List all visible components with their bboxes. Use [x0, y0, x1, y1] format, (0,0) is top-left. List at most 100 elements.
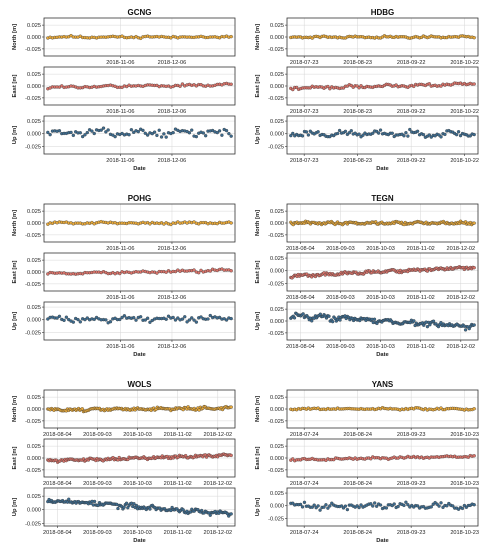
y-tick-label: -0.025	[25, 521, 41, 527]
panel-up: 0.025 0.000 -0.025 2018-11-06 2018-12-06 Up […	[12, 301, 236, 350]
y-tick-label: 0.025	[27, 23, 41, 29]
panel-frame	[286, 252, 479, 292]
y-tick-label: 0.000	[270, 319, 284, 325]
data-point	[373, 501, 377, 505]
panel-north: 0.025 0.000 -0.025 2018-11-06 2018-12-06 Nort…	[12, 17, 236, 66]
data-point	[310, 319, 314, 323]
data-point	[443, 132, 447, 137]
data-point	[118, 271, 122, 276]
x-tick-label: 2018-10-23	[450, 432, 479, 438]
x-tick-label: 2018-10-23	[450, 530, 479, 536]
y-axis-title: Up [m]	[255, 126, 261, 144]
data-point	[208, 269, 212, 273]
y-tick-label: 0.000	[27, 84, 41, 90]
panel-frame	[43, 17, 236, 57]
data-point	[148, 320, 152, 324]
data-point	[92, 131, 96, 136]
data-point	[472, 266, 476, 270]
x-tick-label: 2018-11-02	[164, 432, 192, 438]
data-point	[306, 133, 311, 137]
x-tick-label: 2018-11-02	[407, 295, 435, 301]
panel-up: 0.025 0.000 -0.025 2018-07-23 2018-08-23 2018…	[255, 115, 479, 164]
data-point	[472, 132, 476, 137]
panel-north: 0.025 0.000 -0.025 2018-07-23 2018-08-23 2018…	[255, 17, 479, 66]
y-tick-label: -0.025	[25, 96, 41, 102]
data-point	[171, 130, 175, 135]
data-point	[180, 317, 185, 321]
data-point	[217, 129, 222, 133]
data-point	[122, 314, 127, 318]
x-tick-label: 2018-12-06	[158, 158, 187, 164]
y-tick-label: -0.025	[268, 281, 284, 287]
data-point	[330, 319, 335, 324]
data-point	[472, 82, 476, 86]
y-tick-label: 0.000	[270, 407, 284, 413]
data-point	[190, 128, 194, 132]
y-tick-label: 0.000	[270, 35, 284, 41]
data-point	[199, 315, 203, 319]
data-point	[472, 503, 476, 507]
panel-east: 0.025 0.000 -0.025 2018-11-06 2018-12-06 East…	[12, 252, 236, 301]
x-tick-label: 2018-08-23	[343, 158, 372, 164]
x-tick-label: 2018-08-04	[43, 481, 72, 487]
data-point	[406, 134, 410, 138]
data-point	[208, 313, 212, 318]
y-tick-label: 0.025	[270, 307, 284, 313]
data-point	[456, 130, 461, 134]
y-tick-label: 0.000	[270, 456, 284, 462]
y-axis-title: North [m]	[255, 396, 261, 422]
data-point	[337, 128, 342, 133]
data-point	[201, 131, 206, 135]
data-point	[347, 131, 352, 135]
x-tick-label: 2018-09-03	[326, 344, 355, 350]
data-point	[76, 317, 80, 322]
data-point	[229, 269, 233, 273]
data-point	[203, 134, 208, 138]
x-tick-label: 2018-10-03	[366, 246, 395, 252]
y-tick-label: -0.025	[268, 233, 284, 239]
y-axis-title: East [m]	[255, 74, 261, 97]
chart-title: GCNG	[128, 8, 152, 17]
data-point	[431, 319, 436, 323]
data-point	[178, 84, 182, 88]
data-point	[472, 454, 476, 458]
panel-east: 0.025 0.000 -0.025 2018-08-04 2018-09-03 2018…	[255, 252, 479, 301]
y-tick-label: 0.025	[270, 119, 284, 125]
x-tick-label: 2018-11-02	[164, 530, 192, 536]
y-tick-label: -0.025	[25, 144, 41, 150]
data-point	[291, 87, 295, 92]
data-point	[472, 407, 476, 411]
x-tick-label: 2018-10-03	[123, 530, 152, 536]
data-point	[404, 131, 408, 135]
y-tick-label: -0.025	[268, 47, 284, 53]
data-point	[166, 314, 171, 318]
data-point	[339, 504, 344, 508]
panel-frame	[286, 487, 479, 527]
y-tick-label: -0.025	[25, 233, 41, 239]
data-point	[134, 318, 138, 322]
data-point	[85, 130, 89, 135]
data-point	[104, 318, 108, 322]
x-tick-label: 2018-12-06	[158, 344, 187, 350]
y-tick-label: 0.025	[270, 444, 284, 450]
x-tick-label: 2018-12-02	[446, 246, 475, 252]
data-point	[143, 131, 147, 135]
y-axis-title: East [m]	[12, 260, 18, 283]
data-point	[145, 316, 150, 320]
y-tick-label: 0.000	[27, 35, 41, 41]
data-point	[291, 131, 295, 136]
data-point	[176, 316, 180, 320]
data-point	[357, 132, 361, 136]
y-axis-title: East [m]	[255, 260, 261, 283]
x-tick-label: 2018-08-04	[286, 295, 315, 301]
data-point	[187, 131, 192, 135]
y-tick-label: 0.000	[270, 84, 284, 90]
data-point	[338, 318, 342, 322]
data-point	[451, 504, 455, 508]
data-point	[208, 513, 212, 517]
panel-up: 0.025 0.000 -0.025 2018-11-06 2018-12-06 Up […	[12, 115, 236, 164]
data-point	[335, 131, 340, 136]
data-point	[169, 222, 173, 227]
